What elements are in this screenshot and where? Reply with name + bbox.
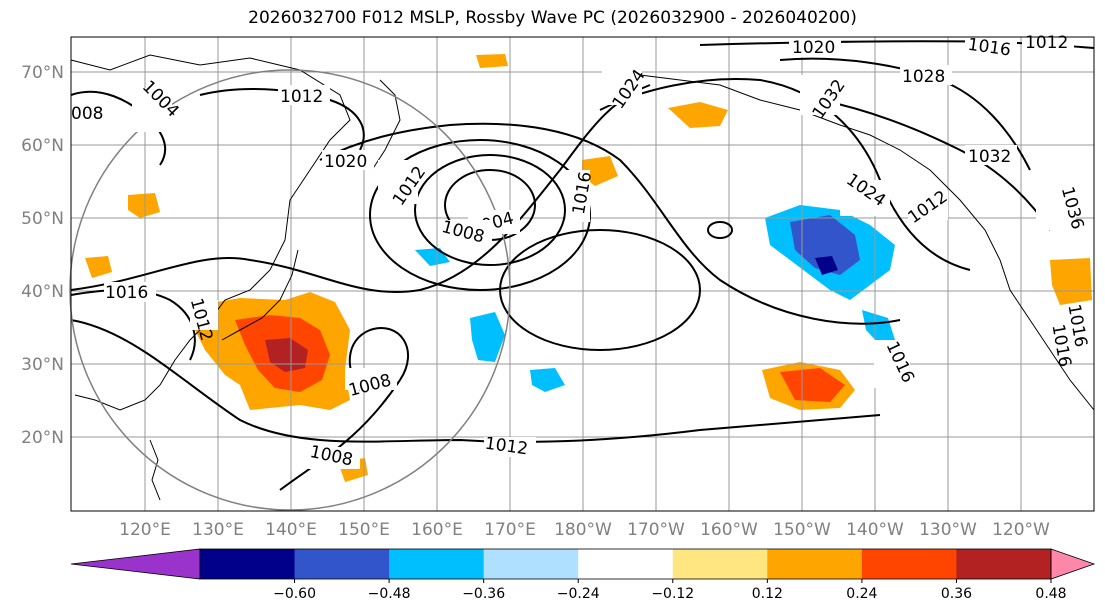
anomaly-patch-3 bbox=[862, 310, 895, 345]
contour-label: 1020 bbox=[324, 152, 367, 172]
contour-label: 1032 bbox=[968, 147, 1011, 167]
colorbar-outline bbox=[199, 548, 1052, 580]
contour-label: 1020 bbox=[792, 38, 835, 58]
isobar-high-ne bbox=[707, 221, 733, 239]
isobar-1020 bbox=[319, 122, 901, 325]
lat-label: 50°N bbox=[21, 209, 64, 229]
lon-label: 170°E bbox=[484, 520, 536, 540]
coastline-asia bbox=[70, 54, 351, 411]
coastline-philippines bbox=[149, 439, 161, 501]
map-title: 2026032700 F012 MSLP, Rossby Wave PC (20… bbox=[248, 8, 857, 28]
contour-label: 1028 bbox=[902, 67, 945, 87]
colorbar-segment bbox=[200, 549, 296, 579]
lat-label: 30°N bbox=[21, 355, 64, 375]
colorbar-tick-label: 0.12 bbox=[752, 586, 783, 602]
anomaly-patch-1 bbox=[470, 312, 505, 362]
lat-label: 40°N bbox=[21, 282, 64, 302]
colorbar-tick-label: −0.36 bbox=[462, 586, 505, 602]
range-circle bbox=[69, 69, 511, 511]
lon-label: 160°E bbox=[411, 520, 463, 540]
lat-label: 70°N bbox=[21, 63, 64, 83]
lon-label: 160°W bbox=[700, 520, 758, 540]
isobar-subtrop-high bbox=[499, 229, 701, 351]
lon-label: 150°E bbox=[338, 520, 390, 540]
isobar-low-1008 bbox=[414, 154, 566, 266]
contour-label: 1016 bbox=[105, 283, 148, 303]
colorbar-segment bbox=[389, 549, 485, 579]
contour-label: 008 bbox=[71, 104, 103, 124]
isobar-1012-south bbox=[70, 319, 881, 443]
anomaly-subtrop-red bbox=[780, 368, 845, 402]
lat-label: 60°N bbox=[21, 136, 64, 156]
colorbar-segment bbox=[483, 549, 579, 579]
anomaly-patch-8 bbox=[85, 256, 112, 278]
coastline-japan bbox=[221, 249, 299, 341]
coastline-alaska bbox=[639, 74, 1095, 411]
colorbar-tick-label: 0.24 bbox=[846, 586, 877, 602]
anomaly-patch-5 bbox=[668, 102, 728, 128]
colorbar-segment bbox=[861, 549, 957, 579]
colorbar: −0.60 −0.48 −0.36 −0.24 −0.12 0.12 0.24 0.36 0.4… bbox=[70, 548, 1096, 602]
lon-label: 120°W bbox=[992, 520, 1050, 540]
coastlines bbox=[70, 54, 1095, 501]
plot-frame bbox=[70, 36, 1095, 512]
colorbar-tick-label: 0.36 bbox=[941, 586, 972, 602]
colorbar-tick-label: −0.48 bbox=[368, 586, 411, 602]
contour-label: 1012 bbox=[280, 87, 323, 107]
isobar-west-1016 bbox=[70, 289, 196, 361]
colorbar-tick-label: 0.48 bbox=[1035, 586, 1066, 602]
anomaly-patch-10 bbox=[476, 54, 508, 68]
colorbar-segment bbox=[294, 549, 390, 579]
anomaly-patch-2 bbox=[530, 368, 565, 392]
anomaly-patch-6 bbox=[582, 156, 618, 186]
lon-label: 140°W bbox=[846, 520, 904, 540]
lon-label: 130°W bbox=[919, 520, 977, 540]
lon-label: 130°E bbox=[192, 520, 244, 540]
colorbar-min-arrow bbox=[70, 548, 201, 580]
colorbar-segment bbox=[672, 549, 768, 579]
lon-label: 170°W bbox=[627, 520, 685, 540]
coastline-kamchatka bbox=[371, 79, 401, 171]
colorbar-segment bbox=[767, 549, 863, 579]
isobar-1032 bbox=[819, 99, 1051, 231]
anomaly-patch-9 bbox=[1050, 258, 1092, 305]
latitude-labels: 70°N 60°N 50°N 40°N 30°N 20°N bbox=[21, 63, 64, 448]
lon-label: 180°W bbox=[554, 520, 612, 540]
colorbar-max-arrow bbox=[1050, 548, 1096, 580]
anomaly-patch-7 bbox=[128, 193, 160, 218]
longitude-labels: 120°E 130°E 140°E 150°E 160°E 170°E 180°… bbox=[119, 520, 1050, 540]
lon-label: 150°W bbox=[773, 520, 831, 540]
colorbar-tick-label: −0.24 bbox=[557, 586, 600, 602]
colorbar-tick-label: −0.60 bbox=[273, 586, 316, 602]
isobar-1016 bbox=[70, 84, 651, 294]
anomaly-ne-pacific-dark bbox=[815, 256, 838, 275]
colorbar-tick-label: −0.12 bbox=[651, 586, 694, 602]
colorbar-segment bbox=[578, 549, 674, 579]
anomaly-ne-pacific-mid bbox=[790, 215, 860, 275]
lon-label: 120°E bbox=[119, 520, 171, 540]
lat-label: 20°N bbox=[21, 428, 64, 448]
lon-label: 140°E bbox=[265, 520, 317, 540]
contour-label: 1012 bbox=[1025, 33, 1068, 53]
colorbar-segment bbox=[956, 549, 1052, 579]
